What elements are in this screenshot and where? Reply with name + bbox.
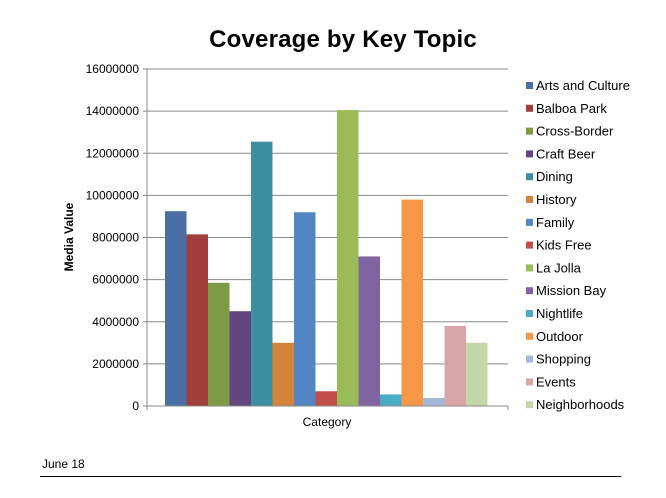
legend-label: History — [536, 192, 577, 207]
bar-mission-bay — [358, 256, 380, 406]
bar-shopping — [423, 397, 445, 406]
bar-neighborhoods — [466, 342, 488, 406]
legend-label: Craft Beer — [536, 146, 596, 161]
legend-swatch — [526, 401, 533, 409]
bars — [165, 110, 488, 407]
legend-label: Events — [536, 374, 576, 389]
y-tick-label: 10000000 — [86, 188, 140, 202]
legend-label: Outdoor — [536, 329, 584, 344]
legend-label: Kids Free — [536, 238, 592, 253]
legend-label: Nightlife — [536, 306, 583, 321]
bar-la-jolla — [337, 110, 359, 407]
y-tick-label: 6000000 — [92, 273, 139, 287]
bar-cross-border — [208, 282, 230, 406]
legend-swatch — [526, 310, 533, 317]
legend-swatch — [526, 82, 533, 89]
bar-dining — [251, 141, 273, 406]
y-tick-labels: 0 2000000 4000000 6000000 8000000 10000000 120… — [86, 62, 140, 413]
y-tick-label: 14000000 — [86, 104, 140, 118]
legend-swatch — [526, 264, 533, 272]
bar-nightlife — [380, 394, 402, 406]
legend-swatch — [526, 332, 533, 340]
legend-swatch — [526, 378, 533, 386]
legend: Arts and Culture Balboa Park Cross-Border C… — [526, 78, 630, 412]
legend-label: Balboa Park — [536, 101, 607, 116]
legend-label: Cross-Border — [536, 124, 614, 139]
legend-label: Family — [536, 215, 575, 230]
legend-label: Neighborhoods — [536, 397, 625, 412]
legend-swatch — [526, 104, 533, 112]
y-tick-label: 12000000 — [86, 146, 140, 160]
chart-svg: 0 2000000 4000000 6000000 8000000 10000000 120… — [62, 62, 630, 429]
bar-family — [294, 212, 316, 406]
bar-history — [272, 342, 294, 406]
bar-events — [444, 325, 466, 406]
legend-label: Shopping — [536, 352, 591, 367]
bar-arts-and-culture — [165, 211, 187, 406]
bar-balboa-park — [186, 234, 208, 406]
y-tick-label: 2000000 — [92, 357, 139, 371]
legend-swatch — [526, 150, 533, 158]
legend-label: Dining — [536, 169, 573, 184]
legend-swatch — [526, 173, 533, 181]
y-tick-label: 0 — [132, 399, 139, 413]
y-tick-label: 16000000 — [86, 62, 140, 76]
bar-outdoor — [401, 199, 423, 406]
chart-title: Coverage by Key Topic — [209, 26, 477, 53]
bar-craft-beer — [229, 311, 251, 406]
legend-label: Mission Bay — [536, 283, 607, 298]
legend-label: La Jolla — [536, 260, 582, 275]
y-tick-label: 4000000 — [92, 315, 139, 329]
legend-swatch — [526, 241, 533, 249]
x-category-label: Category — [303, 415, 352, 429]
legend-label: Arts and Culture — [536, 78, 630, 93]
legend-swatch — [526, 287, 533, 295]
legend-swatch — [526, 196, 533, 203]
axes — [143, 68, 509, 410]
legend-swatch — [526, 218, 533, 226]
legend-swatch — [526, 127, 533, 135]
y-axis-label: Media Value — [62, 202, 76, 271]
legend-swatch — [526, 355, 533, 363]
footer-date: June 18 — [42, 457, 85, 471]
y-tick-label: 8000000 — [92, 231, 139, 245]
bar-kids-free — [315, 391, 337, 406]
footer-divider — [40, 476, 621, 477]
